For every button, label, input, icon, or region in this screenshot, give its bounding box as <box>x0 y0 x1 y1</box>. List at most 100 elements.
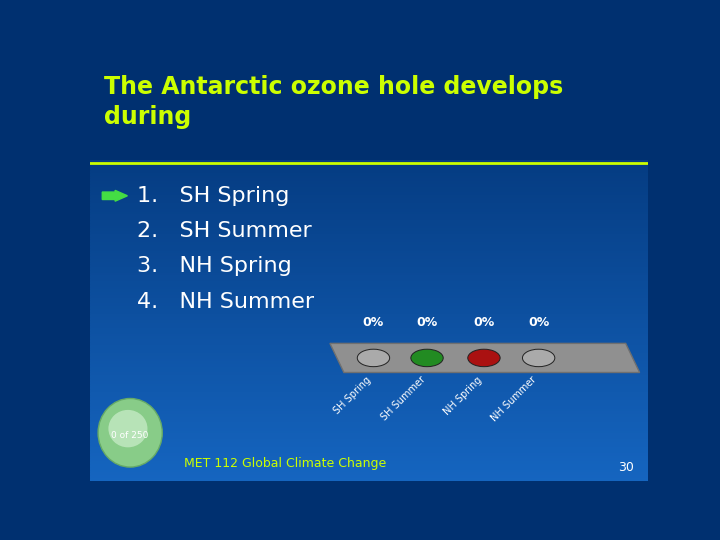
Bar <box>90 381 648 383</box>
Bar <box>90 453 648 456</box>
Bar <box>90 223 648 226</box>
Bar <box>90 444 648 447</box>
Bar <box>90 95 648 98</box>
Bar <box>90 137 648 140</box>
Bar <box>90 475 648 478</box>
Bar <box>90 420 648 422</box>
Bar <box>90 281 648 284</box>
Bar <box>90 364 648 367</box>
Bar <box>90 278 648 281</box>
Text: 30: 30 <box>618 461 634 474</box>
Bar <box>90 176 648 178</box>
Bar <box>90 148 648 151</box>
Bar <box>90 234 648 237</box>
Text: 3.   NH Spring: 3. NH Spring <box>138 256 292 276</box>
Bar <box>90 114 648 118</box>
Bar <box>90 317 648 320</box>
Bar <box>90 261 648 265</box>
Bar <box>90 331 648 334</box>
Bar <box>90 295 648 298</box>
Bar <box>90 206 648 209</box>
Bar <box>90 231 648 234</box>
Text: 0%: 0% <box>473 316 495 329</box>
Bar <box>90 409 648 411</box>
Bar <box>90 373 648 375</box>
Bar <box>90 190 648 192</box>
Bar <box>90 131 648 134</box>
Bar <box>90 389 648 392</box>
Bar <box>90 450 648 453</box>
Bar <box>90 425 648 428</box>
Bar <box>90 253 648 256</box>
Bar <box>90 245 648 248</box>
Bar <box>90 370 648 373</box>
Bar <box>90 201 648 204</box>
Bar <box>90 350 648 353</box>
Text: NH Spring: NH Spring <box>442 375 484 416</box>
Bar <box>90 375 648 378</box>
Ellipse shape <box>357 349 390 367</box>
Bar <box>90 414 648 417</box>
Bar <box>90 159 648 162</box>
Text: SH Spring: SH Spring <box>333 375 374 416</box>
Bar <box>90 90 648 92</box>
Bar <box>90 126 648 129</box>
Bar <box>90 259 648 261</box>
Bar <box>90 70 648 73</box>
Text: 0%: 0% <box>528 316 549 329</box>
Bar <box>90 212 648 214</box>
Polygon shape <box>330 343 639 373</box>
Bar <box>90 422 648 425</box>
Bar <box>90 165 648 167</box>
Bar <box>90 101 648 104</box>
Bar <box>90 73 648 76</box>
Bar <box>90 214 648 217</box>
Text: 0 of 250: 0 of 250 <box>112 431 149 440</box>
Bar <box>90 386 648 389</box>
Bar <box>90 406 648 409</box>
Bar <box>90 434 648 436</box>
Bar <box>90 417 648 420</box>
Bar <box>90 348 648 350</box>
Text: 1.   SH Spring: 1. SH Spring <box>138 186 290 206</box>
Bar <box>90 220 648 223</box>
Bar <box>90 198 648 201</box>
Ellipse shape <box>109 410 148 447</box>
Bar <box>90 472 648 475</box>
Bar <box>90 428 648 431</box>
Bar <box>90 226 648 228</box>
Bar <box>90 464 648 467</box>
Bar <box>90 184 648 187</box>
Bar <box>90 356 648 359</box>
Bar <box>90 328 648 331</box>
Bar <box>90 156 648 159</box>
Bar <box>90 209 648 212</box>
Bar <box>90 237 648 239</box>
Bar <box>90 143 648 145</box>
Bar <box>90 292 648 295</box>
Bar <box>90 87 648 90</box>
Bar <box>90 303 648 306</box>
Bar <box>90 339 648 342</box>
Bar <box>90 129 648 131</box>
Bar <box>90 403 648 406</box>
Bar <box>90 284 648 287</box>
Bar <box>90 118 648 120</box>
Bar <box>90 217 648 220</box>
Bar <box>90 195 648 198</box>
Ellipse shape <box>98 399 162 467</box>
Bar <box>90 467 648 469</box>
Bar <box>90 400 648 403</box>
Bar <box>90 112 648 114</box>
Bar <box>90 76 648 79</box>
Bar <box>90 439 648 442</box>
Bar <box>90 153 648 156</box>
Bar <box>90 359 648 361</box>
Bar <box>90 173 648 176</box>
Bar <box>90 314 648 317</box>
Bar <box>90 361 648 364</box>
Bar <box>90 167 648 170</box>
Bar <box>90 469 648 472</box>
Text: 0%: 0% <box>416 316 438 329</box>
Bar <box>90 392 648 395</box>
